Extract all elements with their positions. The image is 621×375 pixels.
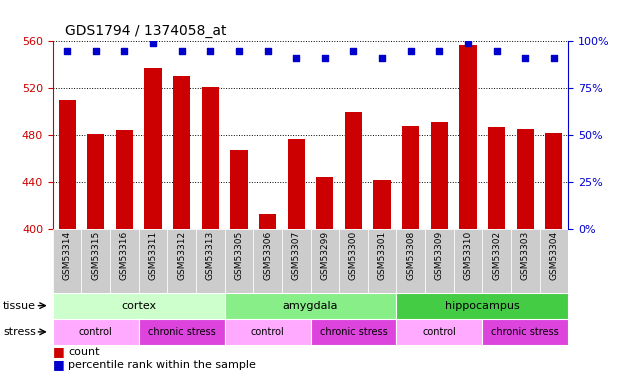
Point xyxy=(177,48,187,54)
Text: GSM53310: GSM53310 xyxy=(463,231,473,280)
Text: control: control xyxy=(79,327,112,337)
Point xyxy=(492,48,502,54)
Point xyxy=(62,48,72,54)
Text: tissue: tissue xyxy=(3,301,36,310)
Bar xyxy=(288,138,305,229)
Text: ■: ■ xyxy=(53,345,68,358)
Text: GSM53302: GSM53302 xyxy=(492,231,501,280)
Bar xyxy=(138,319,225,345)
Text: GSM53309: GSM53309 xyxy=(435,231,444,280)
Text: GSM53308: GSM53308 xyxy=(406,231,415,280)
Point xyxy=(348,48,358,54)
Text: GSM53316: GSM53316 xyxy=(120,231,129,280)
Point xyxy=(91,48,101,54)
Text: GSM53314: GSM53314 xyxy=(63,231,71,280)
Bar xyxy=(339,229,368,292)
Text: GSM53304: GSM53304 xyxy=(550,231,558,280)
Bar xyxy=(87,134,104,229)
Point xyxy=(549,55,559,61)
Bar xyxy=(225,319,310,345)
Text: GSM53312: GSM53312 xyxy=(177,231,186,280)
Bar xyxy=(225,229,253,292)
Bar xyxy=(545,133,563,229)
Bar xyxy=(202,87,219,229)
Bar xyxy=(454,229,483,292)
Text: hippocampus: hippocampus xyxy=(445,301,520,310)
Bar xyxy=(282,229,310,292)
Bar xyxy=(540,229,568,292)
Text: GSM53300: GSM53300 xyxy=(349,231,358,280)
Text: ■: ■ xyxy=(53,358,68,371)
Bar xyxy=(225,292,396,319)
Text: chronic stress: chronic stress xyxy=(320,327,388,337)
Text: GDS1794 / 1374058_at: GDS1794 / 1374058_at xyxy=(65,24,227,38)
Text: GSM53311: GSM53311 xyxy=(148,231,158,280)
Bar xyxy=(230,150,248,229)
Point xyxy=(377,55,387,61)
Text: GSM53303: GSM53303 xyxy=(521,231,530,280)
Bar xyxy=(53,292,225,319)
Bar xyxy=(145,68,161,229)
Bar xyxy=(396,229,425,292)
Bar xyxy=(81,229,110,292)
Bar xyxy=(460,45,476,229)
Bar xyxy=(259,213,276,229)
Bar xyxy=(517,129,534,229)
Point xyxy=(119,48,129,54)
Bar xyxy=(138,229,167,292)
Point xyxy=(520,55,530,61)
Point xyxy=(234,48,244,54)
Text: cortex: cortex xyxy=(121,301,156,310)
Bar xyxy=(431,122,448,229)
Text: GSM53299: GSM53299 xyxy=(320,231,329,280)
Text: count: count xyxy=(68,346,100,357)
Bar xyxy=(368,229,396,292)
Bar xyxy=(488,127,505,229)
Bar xyxy=(373,180,391,229)
Bar xyxy=(167,229,196,292)
Point xyxy=(435,48,445,54)
Text: control: control xyxy=(422,327,456,337)
Bar xyxy=(58,100,76,229)
Text: chronic stress: chronic stress xyxy=(148,327,215,337)
Point xyxy=(406,48,415,54)
Bar xyxy=(196,229,225,292)
Point xyxy=(320,55,330,61)
Text: GSM53301: GSM53301 xyxy=(378,231,387,280)
Point xyxy=(206,48,215,54)
Text: control: control xyxy=(251,327,284,337)
Point xyxy=(463,40,473,46)
Bar xyxy=(110,229,138,292)
Bar xyxy=(53,229,81,292)
Point xyxy=(263,48,273,54)
Bar xyxy=(396,319,483,345)
Text: GSM53313: GSM53313 xyxy=(206,231,215,280)
Bar xyxy=(116,130,133,229)
Text: percentile rank within the sample: percentile rank within the sample xyxy=(68,360,256,370)
Text: stress: stress xyxy=(3,327,36,337)
Text: amygdala: amygdala xyxy=(283,301,338,310)
Bar xyxy=(310,319,396,345)
Text: GSM53315: GSM53315 xyxy=(91,231,100,280)
Text: GSM53307: GSM53307 xyxy=(292,231,301,280)
Bar xyxy=(173,76,190,229)
Bar xyxy=(483,319,568,345)
Point xyxy=(291,55,301,61)
Point xyxy=(148,40,158,46)
Text: chronic stress: chronic stress xyxy=(491,327,559,337)
Bar xyxy=(310,229,339,292)
Bar xyxy=(345,112,362,229)
Text: GSM53306: GSM53306 xyxy=(263,231,272,280)
Bar xyxy=(511,229,540,292)
Bar xyxy=(53,319,138,345)
Text: GSM53305: GSM53305 xyxy=(234,231,243,280)
Bar xyxy=(253,229,282,292)
Bar xyxy=(396,292,568,319)
Bar xyxy=(316,177,333,229)
Bar xyxy=(483,229,511,292)
Bar xyxy=(425,229,454,292)
Bar xyxy=(402,126,419,229)
